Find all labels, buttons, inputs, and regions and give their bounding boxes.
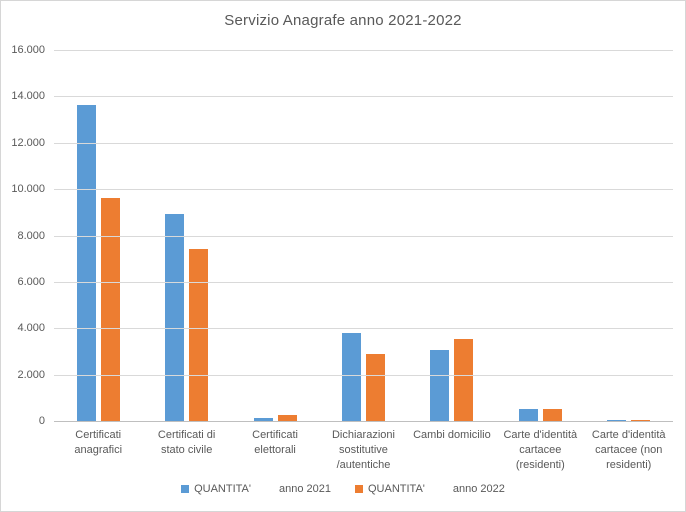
- y-tick-label: 12.000: [11, 136, 45, 149]
- x-axis-label: Dichiarazioni sostitutive/autentiche: [319, 428, 407, 473]
- bar-group: [319, 50, 407, 421]
- bar-groups: [54, 50, 673, 421]
- y-tick-label: 14.000: [11, 90, 45, 103]
- y-tick-label: 2.000: [17, 368, 45, 381]
- bar-anno-2021[interactable]: [165, 213, 185, 421]
- legend-item-anno-2022[interactable]: QUANTITA' anno 2022: [355, 483, 505, 495]
- y-tick-label: 10.000: [11, 183, 45, 196]
- x-axis-label-line: Carte d'identità: [503, 429, 578, 441]
- bar-group: [408, 50, 496, 421]
- bar-anno-2022[interactable]: [454, 338, 474, 421]
- y-tick-label: 16.000: [11, 44, 45, 56]
- legend-swatch-icon: [181, 485, 190, 493]
- bar-group: [142, 50, 230, 421]
- x-axis-label-line: cartacee (non: [595, 444, 663, 456]
- x-axis-label-line: residenti): [606, 459, 652, 471]
- bar-anno-2022[interactable]: [631, 420, 651, 421]
- x-axis-label: Certificati di stato civile: [142, 428, 230, 473]
- gridline: [54, 374, 673, 376]
- y-tick-label: 6.000: [17, 275, 45, 288]
- x-axis-label-line: anagrafici: [74, 444, 123, 456]
- bar-anno-2021[interactable]: [76, 104, 96, 421]
- y-tick-label: 8.000: [17, 229, 45, 242]
- bar-anno-2022[interactable]: [542, 409, 562, 421]
- legend-series-name: QUANTITA': [194, 483, 251, 495]
- bar-group: [54, 50, 142, 421]
- x-axis-label-line: cartacee: [519, 444, 562, 456]
- chart-title: Servizio Anagrafe anno 2021-2022: [224, 12, 462, 29]
- x-axis-label-line: Dichiarazioni: [331, 429, 395, 441]
- x-axis-label-line: Certificati: [75, 429, 122, 441]
- x-axis-label-line: /autentiche: [336, 459, 391, 471]
- x-axis-label: Cambi domicilio: [408, 428, 496, 473]
- x-axis-line: [54, 421, 673, 422]
- legend-series-period: anno 2022: [452, 483, 505, 495]
- x-axis-label: Carte d'identità cartacee (non residenti): [585, 428, 673, 473]
- x-axis-label-line: elettorali: [254, 444, 296, 456]
- x-axis-label-line: (residenti): [515, 459, 565, 471]
- x-axis-label-line: sostitutive: [339, 444, 388, 456]
- bar-anno-2021[interactable]: [518, 409, 538, 421]
- x-axis-label: Carte d'identità cartacee (residenti): [496, 428, 584, 473]
- gridline: [54, 96, 673, 98]
- bar-anno-2021[interactable]: [253, 417, 273, 421]
- legend-series-period: anno 2021: [279, 483, 331, 495]
- x-axis-label-line: Certificati: [252, 429, 298, 441]
- bar-group: [585, 50, 673, 421]
- x-axis-label-line: Certificati di: [157, 429, 216, 441]
- x-axis-label-line: Cambi domicilio: [413, 429, 491, 441]
- bar-group: [496, 50, 584, 421]
- y-tick-label: 4.000: [17, 322, 45, 335]
- x-axis-label: Certificati anagrafici: [54, 428, 142, 473]
- gridline: [54, 50, 673, 51]
- gridline: [54, 189, 673, 191]
- x-axis-label-line: stato civile: [160, 444, 213, 456]
- y-axis: 16.000 14.000 12.000 10.000 8.000 6.000 4.000 2…: [1, 1, 47, 441]
- bar-anno-2021[interactable]: [430, 350, 450, 421]
- bar-anno-2021[interactable]: [607, 419, 627, 421]
- gridline: [54, 235, 673, 237]
- x-axis-label: Certificati elettorali: [231, 428, 319, 473]
- bar-anno-2022[interactable]: [277, 415, 297, 421]
- gridline: [54, 328, 673, 330]
- legend-series-name: QUANTITA': [368, 483, 425, 495]
- bar-group: [231, 50, 319, 421]
- plot-area: [54, 50, 673, 422]
- x-axis-label-line: Carte d'identità: [591, 429, 666, 441]
- legend-item-anno-2021[interactable]: QUANTITA' anno 2021: [181, 483, 331, 495]
- x-axis-labels: Certificati anagrafici Certificati di stato…: [54, 428, 673, 473]
- bar-anno-2022[interactable]: [189, 249, 209, 421]
- bar-anno-2022[interactable]: [100, 198, 120, 421]
- bar-anno-2022[interactable]: [365, 353, 385, 421]
- gridline: [54, 281, 673, 283]
- legend-swatch-icon: [355, 485, 363, 493]
- bar-anno-2021[interactable]: [341, 332, 361, 421]
- gridline: [54, 142, 673, 144]
- y-tick-label: 0: [38, 415, 45, 427]
- legend: QUANTITA' anno 2021 QUANTITA' anno 2022: [1, 483, 685, 495]
